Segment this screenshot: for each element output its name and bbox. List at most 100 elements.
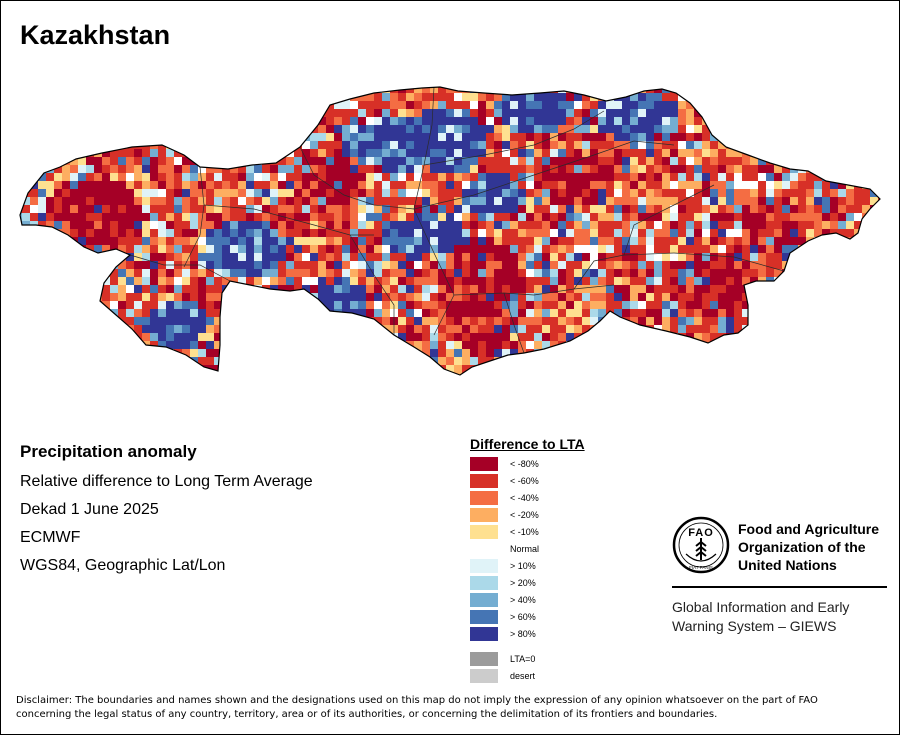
anomaly-cell [542, 277, 550, 285]
anomaly-cell [22, 293, 30, 301]
anomaly-cell [110, 133, 118, 141]
anomaly-cell [366, 301, 374, 309]
anomaly-cell [174, 141, 182, 149]
anomaly-cell [30, 141, 38, 149]
anomaly-cell [150, 341, 158, 349]
anomaly-cell [710, 165, 718, 173]
anomaly-cell [838, 173, 846, 181]
anomaly-cell [214, 325, 222, 333]
anomaly-cell [854, 189, 862, 197]
anomaly-cell [134, 245, 142, 253]
anomaly-cell [710, 189, 718, 197]
anomaly-cell [278, 221, 286, 229]
anomaly-cell [614, 181, 622, 189]
anomaly-cell [398, 365, 406, 373]
anomaly-cell [542, 173, 550, 181]
anomaly-cell [798, 165, 806, 173]
anomaly-cell [310, 301, 318, 309]
anomaly-cell [534, 301, 542, 309]
anomaly-cell [694, 245, 702, 253]
anomaly-cell [862, 197, 870, 205]
anomaly-cell [430, 125, 438, 133]
anomaly-cell [382, 101, 390, 109]
anomaly-cell [126, 245, 134, 253]
anomaly-cell [110, 173, 118, 181]
anomaly-cell [262, 293, 270, 301]
anomaly-cell [350, 157, 358, 165]
anomaly-cell [222, 205, 230, 213]
anomaly-cell [414, 317, 422, 325]
anomaly-cell [766, 253, 774, 261]
anomaly-cell [262, 349, 270, 357]
anomaly-cell [206, 317, 214, 325]
anomaly-cell [630, 165, 638, 173]
anomaly-cell [286, 165, 294, 173]
anomaly-cell [614, 165, 622, 173]
anomaly-cell [38, 333, 46, 341]
anomaly-cell [830, 117, 838, 125]
anomaly-cell [150, 109, 158, 117]
anomaly-cell [222, 325, 230, 333]
anomaly-cell [406, 381, 414, 385]
anomaly-cell [278, 333, 286, 341]
anomaly-cell [670, 317, 678, 325]
anomaly-cell [646, 173, 654, 181]
anomaly-cell [46, 133, 54, 141]
anomaly-cell [38, 141, 46, 149]
anomaly-cell [110, 349, 118, 357]
anomaly-cell [814, 101, 822, 109]
anomaly-cell [534, 197, 542, 205]
anomaly-cell [454, 357, 462, 365]
anomaly-cell [598, 245, 606, 253]
anomaly-cell [358, 237, 366, 245]
anomaly-cell [326, 165, 334, 173]
anomaly-cell [854, 237, 862, 245]
anomaly-cell [78, 333, 86, 341]
anomaly-cell [398, 341, 406, 349]
anomaly-cell [806, 261, 814, 269]
anomaly-cell [78, 189, 86, 197]
anomaly-cell [734, 149, 742, 157]
anomaly-cell [542, 229, 550, 237]
anomaly-cell [78, 125, 86, 133]
anomaly-cell [238, 381, 246, 385]
anomaly-cell [806, 133, 814, 141]
anomaly-cell [798, 349, 806, 357]
anomaly-cell [94, 373, 102, 375]
anomaly-cell [646, 357, 654, 365]
anomaly-cell [390, 261, 398, 269]
anomaly-cell [790, 197, 798, 205]
anomaly-cell [606, 157, 614, 165]
anomaly-cell [606, 109, 614, 117]
anomaly-cell [710, 237, 718, 245]
anomaly-cell [662, 173, 670, 181]
anomaly-cell [502, 261, 510, 269]
anomaly-cell [302, 357, 310, 365]
anomaly-cell [566, 245, 574, 253]
anomaly-cell [46, 173, 54, 181]
anomaly-cell [182, 293, 190, 301]
anomaly-cell [422, 261, 430, 269]
anomaly-cell [542, 341, 550, 349]
anomaly-cell [342, 277, 350, 285]
anomaly-cell [638, 109, 646, 117]
anomaly-cell [806, 325, 814, 333]
anomaly-cell [246, 317, 254, 325]
anomaly-cell [822, 101, 830, 109]
anomaly-cell [358, 181, 366, 189]
anomaly-cell [566, 165, 574, 173]
anomaly-cell [662, 365, 670, 373]
anomaly-cell [366, 149, 374, 157]
anomaly-cell [30, 285, 38, 293]
anomaly-cell [78, 349, 86, 357]
legend-swatch [470, 474, 498, 488]
anomaly-cell [782, 157, 790, 165]
anomaly-cell [222, 101, 230, 109]
anomaly-cell [590, 157, 598, 165]
anomaly-cell [558, 325, 566, 333]
anomaly-cell [230, 221, 238, 229]
anomaly-cell [294, 349, 302, 357]
anomaly-cell [446, 141, 454, 149]
anomaly-cell [374, 205, 382, 213]
anomaly-cell [278, 349, 286, 357]
